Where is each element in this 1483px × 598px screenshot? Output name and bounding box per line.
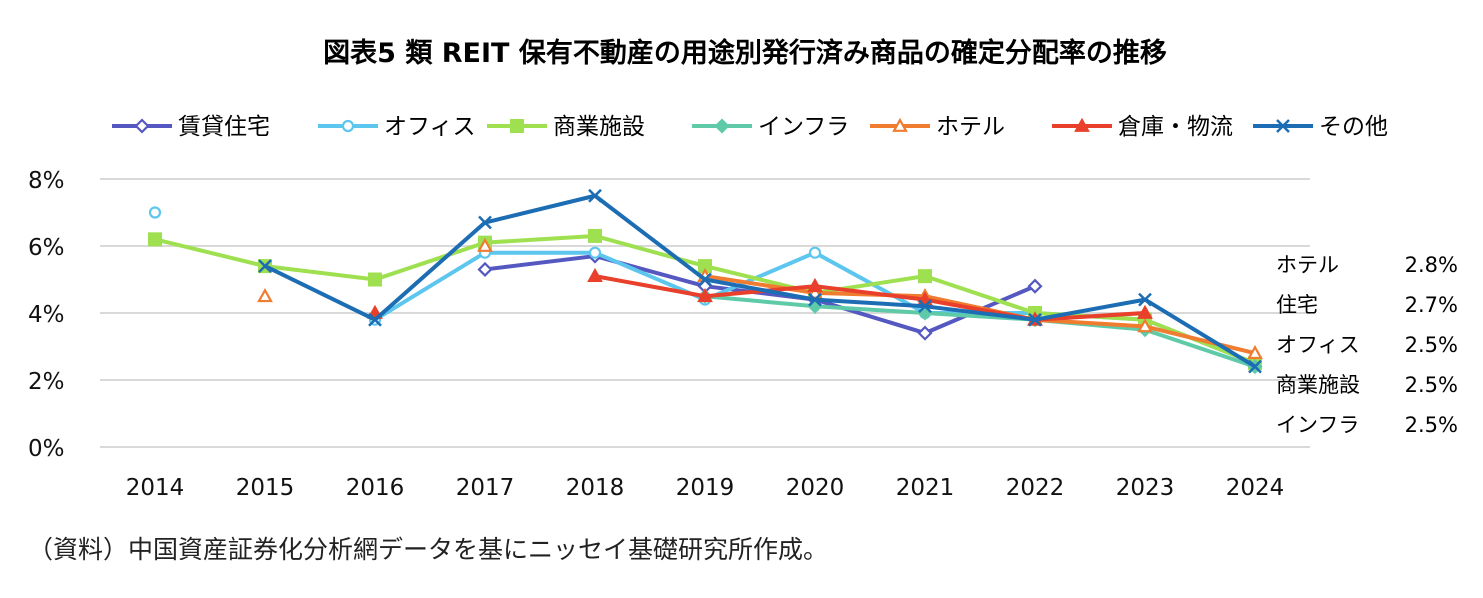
series-0 [477, 248, 1043, 341]
data-point [918, 269, 932, 284]
data-point [918, 299, 932, 314]
x-tick-label: 2018 [566, 475, 625, 501]
series-6 [258, 188, 1262, 374]
data-point [478, 215, 492, 230]
x-tick-label: 2016 [346, 475, 405, 501]
data-point [258, 259, 272, 273]
annotation-label: インフラ [1276, 413, 1359, 437]
data-point [807, 277, 823, 293]
x-tick-label: 2021 [896, 475, 955, 501]
series-line [484, 254, 1036, 336]
legend-item: オフィス [318, 114, 476, 140]
x-tick-label: 2014 [126, 475, 185, 501]
y-tick-label: 6% [28, 235, 65, 261]
data-point [588, 188, 602, 203]
legend: 賃貸住宅 オフィス 商業施設 インフラ ホテル 倉庫・物流 その他 [112, 114, 1388, 140]
data-point [698, 272, 712, 287]
data-point [477, 237, 493, 252]
legend-label: ホテル [936, 114, 1005, 140]
data-point [892, 117, 908, 132]
legend-item: その他 [1253, 114, 1388, 140]
annotation-label: 住宅 [1276, 293, 1318, 317]
legend-item: 商業施設 [487, 114, 645, 140]
data-point [148, 232, 162, 247]
data-point [698, 259, 712, 274]
source-note: （資料）中国資産証券化分析網データを基にニッセイ基礎研究所作成。 [28, 535, 828, 564]
x-tick-label: 2020 [786, 475, 845, 501]
data-point [587, 267, 603, 283]
legend-item: インフラ [692, 114, 849, 140]
annotation-value: 2.5% [1405, 333, 1458, 357]
data-point [368, 312, 382, 327]
annotation-label: ホテル [1276, 253, 1339, 277]
annotation-value: 2.8% [1405, 253, 1458, 277]
latest-values-annotation: ホテル 2.8% 住宅 2.7% オフィス 2.5% 商業施設 2.5% インフラ 2.5% [1276, 253, 1458, 437]
data-point [510, 119, 524, 133]
x-axis: 2014 2015 2016 2017 2018 2019 2020 2021 2022 2023… [126, 475, 1285, 501]
data-point [148, 206, 162, 219]
legend-label: 商業施設 [553, 114, 645, 140]
data-point [368, 272, 382, 287]
annotation-value: 2.7% [1405, 293, 1458, 317]
x-tick-label: 2019 [676, 475, 735, 501]
y-tick-label: 2% [28, 369, 65, 395]
x-tick-label: 2023 [1116, 475, 1175, 501]
legend-item: 倉庫・物流 [1052, 114, 1233, 140]
legend-item: 賃貸住宅 [112, 114, 270, 140]
data-point [1137, 318, 1153, 333]
data-point [341, 119, 355, 133]
y-tick-label: 4% [28, 302, 65, 328]
data-point [1028, 312, 1042, 327]
annotation-label: 商業施設 [1276, 373, 1360, 397]
series-line [264, 193, 1257, 369]
series-line [594, 274, 1146, 322]
y-tick-label: 0% [28, 436, 65, 462]
legend-label: オフィス [384, 114, 476, 140]
data-point [1138, 292, 1152, 307]
data-point [588, 246, 602, 259]
data-point [257, 287, 273, 303]
data-point [588, 228, 602, 243]
series-line [704, 294, 1256, 369]
x-tick-label: 2024 [1226, 475, 1285, 501]
x-tick-label: 2017 [456, 475, 515, 501]
data-point [808, 246, 822, 259]
legend-label: その他 [1319, 114, 1388, 140]
data-point [1247, 344, 1263, 360]
data-point [1027, 278, 1043, 294]
x-tick-label: 2015 [236, 475, 295, 501]
legend-label: インフラ [758, 114, 849, 140]
x-tick-label: 2022 [1006, 475, 1065, 501]
data-point [697, 287, 713, 303]
annotation-value: 2.5% [1405, 373, 1458, 397]
data-point [134, 118, 150, 134]
data-point [1074, 117, 1090, 132]
data-point [1248, 359, 1262, 374]
annotation-label: オフィス [1276, 333, 1360, 357]
chart-title: 図表5 類 REIT 保有不動産の用途別発行済み商品の確定分配率の推移 [323, 37, 1167, 69]
y-tick-label: 8% [28, 168, 65, 194]
y-axis: 0% 2% 4% 6% 8% [28, 168, 65, 462]
data-point [477, 261, 493, 278]
annotation-value: 2.5% [1405, 413, 1458, 437]
data-point [917, 325, 933, 341]
legend-label: 賃貸住宅 [178, 114, 270, 140]
legend-label: 倉庫・物流 [1118, 114, 1233, 140]
data-point [714, 118, 730, 134]
data-point [1276, 119, 1290, 133]
series-group [148, 188, 1263, 375]
gridlines [100, 178, 1310, 448]
data-point [1137, 304, 1153, 319]
legend-item: ホテル [870, 114, 1005, 140]
data-point [808, 292, 822, 307]
